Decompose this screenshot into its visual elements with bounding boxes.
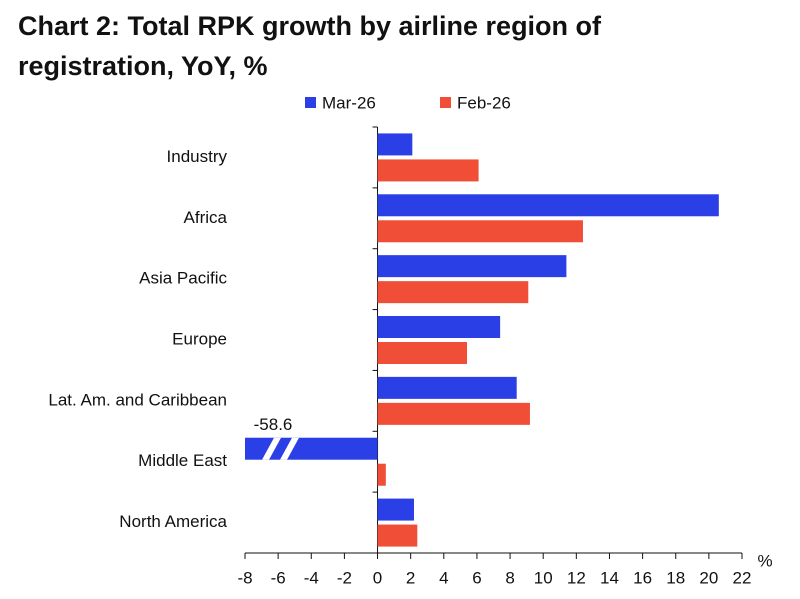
bar (377, 342, 467, 364)
x-tick-label: 0 (373, 568, 382, 587)
data-label: -58.6 (254, 415, 293, 434)
x-tick-label: 16 (633, 568, 652, 587)
x-tick-label: 10 (534, 568, 553, 587)
bar (377, 524, 418, 547)
x-tick-label: 4 (439, 568, 448, 587)
bar (377, 255, 567, 278)
bar (377, 498, 414, 521)
x-tick-label: 22 (733, 568, 752, 587)
x-tick-label: 8 (505, 568, 514, 587)
y-tick-label: Industry (167, 147, 228, 166)
y-tick-label: Africa (184, 208, 228, 227)
legend-label: Feb-26 (457, 93, 511, 112)
x-tick-label: 14 (600, 568, 619, 587)
legend-label: Mar-26 (322, 93, 376, 112)
x-axis-label: % (757, 551, 772, 570)
bar (377, 402, 530, 425)
chart-title: Chart 2: Total RPK growth by airline reg… (18, 11, 602, 81)
legend-swatch (305, 97, 316, 108)
legend-swatch (440, 97, 451, 108)
bar (377, 316, 501, 338)
x-tick-label: 2 (406, 568, 415, 587)
bar (377, 463, 386, 486)
y-tick-label: Lat. Am. and Caribbean (48, 390, 227, 409)
x-tick-label: 18 (666, 568, 685, 587)
bar (377, 376, 517, 399)
x-tick-label: -4 (304, 568, 319, 587)
y-tick-label: Asia Pacific (139, 269, 227, 288)
axis-break (280, 437, 299, 460)
y-tick-label: North America (119, 512, 227, 531)
x-tick-label: -2 (337, 568, 352, 587)
axis-break (262, 437, 281, 460)
x-tick-label: -6 (271, 568, 286, 587)
bar (377, 281, 529, 304)
bar (377, 159, 479, 182)
y-tick-label: Europe (172, 329, 227, 348)
bar (377, 133, 413, 156)
bar (377, 220, 583, 243)
bar (245, 437, 378, 460)
x-tick-label: 12 (567, 568, 586, 587)
x-tick-label: -8 (237, 568, 252, 587)
y-tick-label: Middle East (138, 451, 227, 470)
bar (377, 194, 719, 217)
x-tick-label: 6 (472, 568, 481, 587)
x-tick-label: 20 (699, 568, 718, 587)
